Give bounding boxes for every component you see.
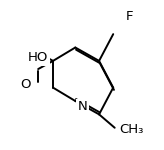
- Text: HO: HO: [28, 51, 48, 64]
- Text: CH₃: CH₃: [119, 123, 144, 136]
- Text: O: O: [20, 78, 31, 91]
- Text: N: N: [78, 100, 88, 113]
- Text: F: F: [126, 10, 133, 23]
